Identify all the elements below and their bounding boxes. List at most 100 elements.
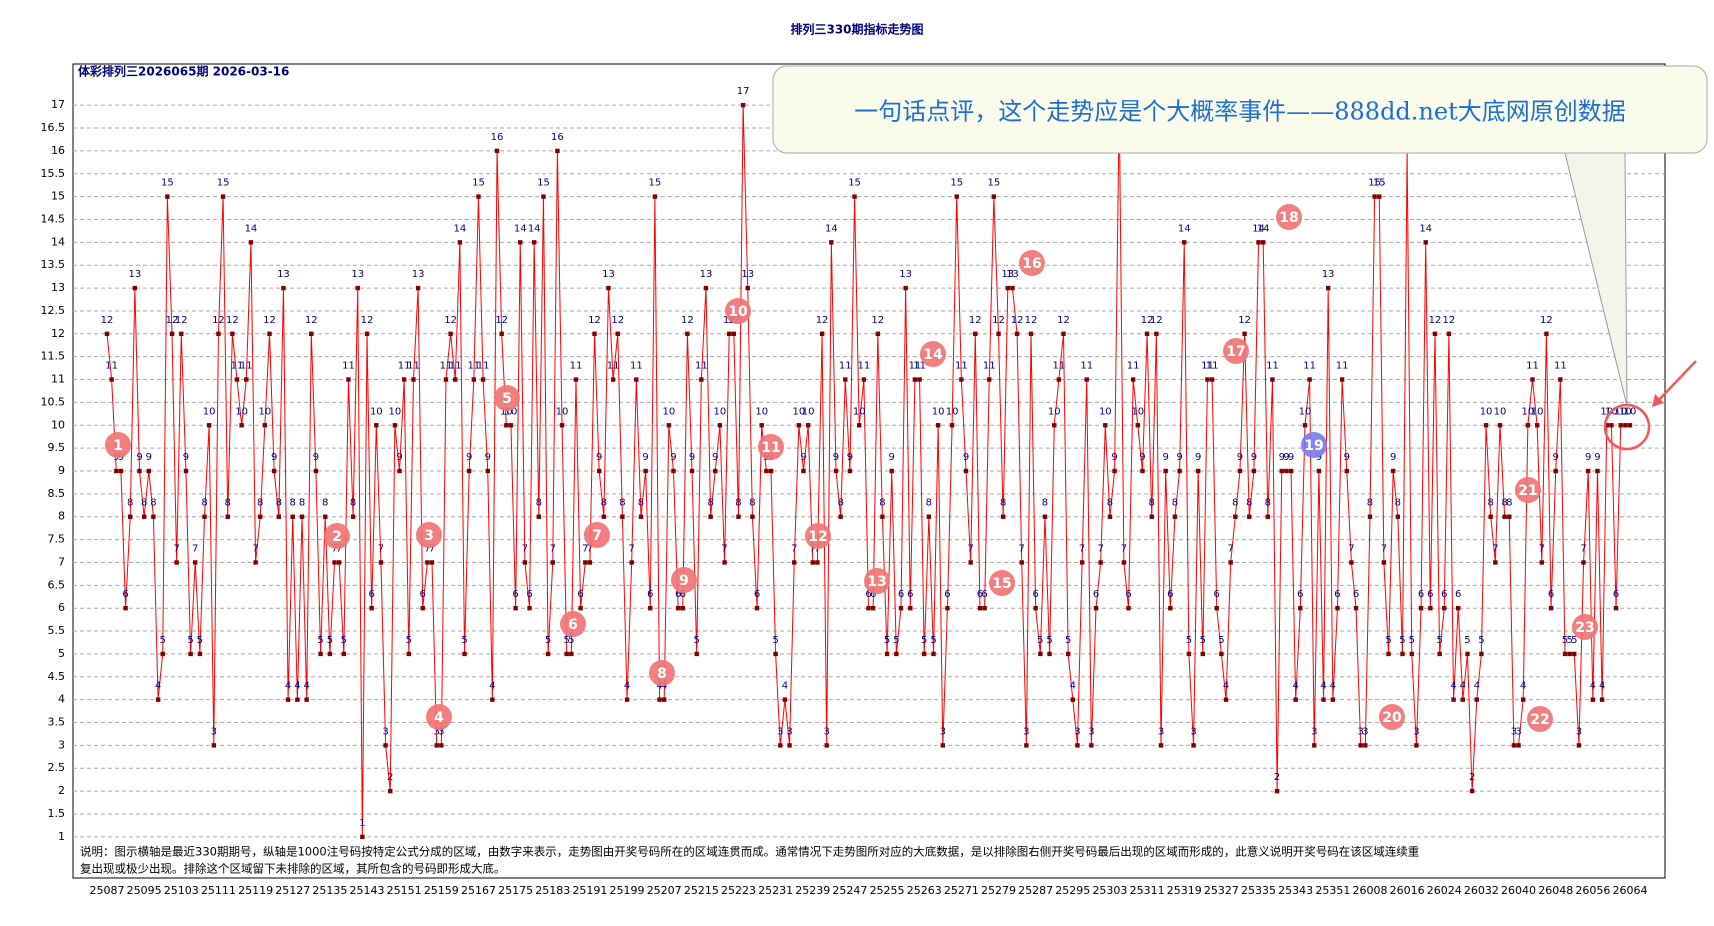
value-label: 7 bbox=[1097, 543, 1103, 554]
x-tick-label: 25151 bbox=[387, 884, 422, 897]
y-tick-label: 4 bbox=[58, 693, 65, 706]
point bbox=[699, 377, 704, 382]
value-label: 5 bbox=[1385, 635, 1391, 646]
point bbox=[610, 377, 616, 382]
point bbox=[973, 331, 978, 337]
value-label: 5 bbox=[187, 635, 193, 646]
y-tick-label: 17 bbox=[51, 98, 65, 111]
value-label: 7 bbox=[721, 543, 727, 554]
value-label: 12 bbox=[1011, 315, 1024, 326]
point bbox=[253, 560, 258, 565]
point bbox=[1414, 743, 1419, 748]
point bbox=[1284, 468, 1289, 474]
point bbox=[239, 423, 244, 428]
x-tick-label: 25223 bbox=[721, 884, 756, 897]
value-label: 6 bbox=[754, 589, 760, 600]
x-tick-label: 26040 bbox=[1501, 884, 1536, 897]
point bbox=[666, 423, 672, 428]
point bbox=[1024, 743, 1029, 748]
value-label: 11 bbox=[607, 361, 620, 372]
value-label: 8 bbox=[879, 498, 885, 509]
value-label: 11 bbox=[449, 361, 462, 372]
point bbox=[1469, 788, 1475, 794]
value-label: 9 bbox=[833, 452, 839, 463]
value-label: 5 bbox=[1218, 635, 1224, 646]
note-line: 说明：图示横轴是最近330期期号，纵轴是1000注号码按特定公式分成的区域，由数… bbox=[80, 845, 1419, 859]
value-label: 9 bbox=[800, 452, 806, 463]
badge bbox=[105, 432, 131, 458]
value-label: 12 bbox=[1238, 315, 1251, 326]
point bbox=[1521, 697, 1526, 702]
point bbox=[1613, 605, 1619, 611]
point bbox=[508, 423, 514, 428]
point bbox=[1168, 605, 1173, 611]
value-label: 5 bbox=[921, 635, 927, 646]
value-label: 10 bbox=[1619, 406, 1632, 417]
value-label: 4 bbox=[782, 681, 788, 692]
value-label: 10 bbox=[714, 406, 727, 417]
value-label: 7 bbox=[1019, 543, 1025, 554]
value-label: 5 bbox=[545, 635, 551, 646]
point bbox=[179, 331, 184, 337]
value-label: 10 bbox=[556, 406, 569, 417]
value-label: 8 bbox=[1395, 498, 1401, 509]
value-label: 7 bbox=[550, 543, 556, 554]
point bbox=[1191, 743, 1196, 748]
value-label: 11 bbox=[231, 361, 244, 372]
badge-label: 4 bbox=[434, 710, 444, 726]
point bbox=[819, 331, 825, 337]
point bbox=[1442, 605, 1447, 611]
point bbox=[323, 514, 328, 519]
point bbox=[931, 651, 936, 657]
point bbox=[987, 377, 992, 382]
value-label: 11 bbox=[983, 361, 996, 372]
point bbox=[1349, 560, 1354, 565]
point bbox=[429, 560, 435, 565]
point bbox=[555, 148, 560, 154]
point bbox=[1321, 697, 1326, 702]
point bbox=[1432, 331, 1438, 337]
badge-label: 23 bbox=[1575, 620, 1594, 636]
value-label: 5 bbox=[1399, 635, 1405, 646]
point bbox=[146, 468, 151, 474]
value-label: 9 bbox=[1316, 452, 1322, 463]
badge bbox=[1301, 432, 1327, 458]
y-tick-label: 12.5 bbox=[41, 304, 66, 317]
value-label: 8 bbox=[225, 498, 231, 509]
point bbox=[476, 194, 481, 199]
value-label: 9 bbox=[1553, 452, 1559, 463]
point bbox=[1590, 697, 1596, 702]
value-label: 6 bbox=[1125, 589, 1131, 600]
value-label: 9 bbox=[1390, 452, 1396, 463]
value-label: 8 bbox=[257, 498, 263, 509]
value-label: 10 bbox=[932, 406, 945, 417]
point bbox=[894, 651, 899, 657]
value-label: 11 bbox=[1336, 361, 1349, 372]
x-tick-label: 25231 bbox=[758, 884, 793, 897]
point bbox=[518, 240, 523, 245]
point bbox=[290, 514, 295, 519]
point bbox=[638, 514, 644, 519]
point bbox=[1140, 468, 1145, 474]
point bbox=[471, 377, 477, 382]
badge bbox=[758, 434, 784, 460]
point bbox=[1112, 468, 1117, 474]
point bbox=[202, 514, 207, 519]
value-label: 10 bbox=[1494, 406, 1507, 417]
value-label: 12 bbox=[166, 315, 179, 326]
value-label: 15 bbox=[537, 178, 550, 189]
badge-label: 2 bbox=[332, 529, 342, 545]
value-label: 12 bbox=[588, 315, 601, 326]
point bbox=[392, 423, 398, 428]
point bbox=[169, 331, 175, 337]
point bbox=[1005, 285, 1010, 291]
value-label: 7 bbox=[331, 543, 337, 554]
x-tick-label: 25111 bbox=[201, 884, 236, 897]
point bbox=[643, 468, 648, 474]
x-tick-label: 25159 bbox=[424, 884, 459, 897]
value-label: 8 bbox=[1042, 498, 1048, 509]
value-label: 10 bbox=[259, 406, 272, 417]
y-tick-label: 15.5 bbox=[41, 167, 66, 180]
point bbox=[963, 468, 969, 474]
point bbox=[917, 377, 922, 382]
